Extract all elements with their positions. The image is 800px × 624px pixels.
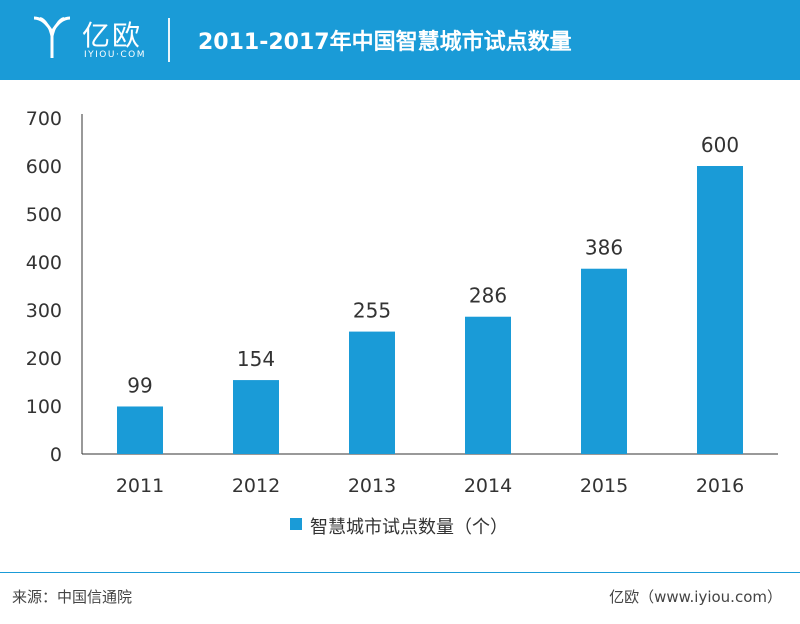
x-tick-label: 2011 [116,475,164,497]
brand-name: 亿欧 [82,19,143,52]
y-tick-label: 0 [50,444,62,466]
bar [465,316,511,454]
header-banner: 亿欧 IYIOU·COM 2011-2017年中国智慧城市试点数量 [0,0,800,80]
site-credit: 亿欧（www.iyiou.com） [609,588,782,606]
footer-divider [0,572,800,573]
data-label: 255 [353,299,391,323]
x-tick-label: 2015 [580,475,628,497]
data-label: 154 [237,347,275,371]
bar [697,166,743,454]
chart-legend: 智慧城市试点数量（个） [0,512,800,538]
data-label: 99 [127,373,152,397]
brand-sub: IYIOU·COM [84,50,146,60]
y-tick-label: 100 [26,396,62,418]
legend-label: 智慧城市试点数量（个） [310,517,508,538]
page-title: 2011-2017年中国智慧城市试点数量 [198,30,572,55]
y-tick-label: 300 [26,300,62,322]
data-label: 286 [469,284,507,308]
y-tick-label: 200 [26,348,62,370]
legend-swatch [290,518,302,530]
data-label: 600 [701,133,739,157]
bar-chart: 0 100 200 300 400 500 600 700 99 2011 154 2012 255 20… [26,108,778,497]
source-note: 来源：中国信通院 [12,588,133,606]
bar [233,380,279,454]
x-tick-label: 2016 [696,475,744,497]
y-tick-label: 600 [26,156,62,178]
y-tick-label: 400 [26,252,62,274]
x-tick-label: 2014 [464,475,512,497]
x-tick-label: 2013 [348,475,396,497]
yiou-logo-icon [33,16,71,58]
y-tick-label: 700 [26,108,62,130]
x-tick-label: 2012 [232,475,280,497]
bar [581,268,627,454]
header-divider [168,18,170,62]
data-label: 386 [585,236,623,260]
y-tick-label: 500 [26,204,62,226]
bar [117,406,163,454]
bar [349,331,395,454]
